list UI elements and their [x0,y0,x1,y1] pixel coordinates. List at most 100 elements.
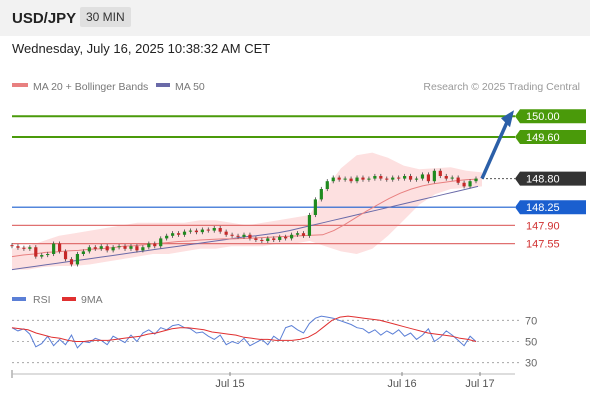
candle-body [46,254,50,256]
candle-body [248,234,252,239]
candle [99,244,103,251]
candle-body [420,174,425,179]
candle-body [319,189,323,200]
level-label-text: 149.60 [526,132,560,144]
candle-body [468,181,472,187]
candle [123,244,127,251]
candle [206,227,210,233]
candle-body [22,247,26,249]
candle-body [153,243,157,247]
candle [367,176,371,182]
ma20-legend-label: MA 20 + Bollinger Bands [33,81,148,93]
candle [34,245,38,259]
candle-body [99,246,103,249]
candle [165,233,169,241]
candle-body [266,238,270,241]
candle [289,232,294,241]
candle-body [182,231,187,235]
candle-body [81,251,85,254]
timeframe-badge[interactable]: 30 MIN [80,7,131,27]
candle-body [349,178,353,182]
candle [117,244,121,250]
level-label-150.00: 150.00 [515,109,586,124]
candle-body [28,247,32,249]
candle-body [123,246,127,249]
level-label-149.60: 149.60 [515,130,586,144]
candle-body [105,246,109,251]
candle-body [432,170,436,182]
candle [444,173,448,181]
candle-body [10,245,14,247]
candle [307,212,312,238]
candle-body [361,177,365,180]
candle-body [69,259,74,265]
candle [355,175,359,184]
level-label-bg [515,130,586,144]
candle [230,232,234,238]
candle [16,244,20,250]
forecast-arrow-head [501,110,514,128]
candle-body [93,247,97,249]
rsi-ma-legend-swatch [62,297,76,301]
chart-datetime: Wednesday, July 16, 2025 10:38:32 AM CET [12,41,271,56]
candle-body [325,181,329,189]
candle [87,245,91,254]
candle-body [16,246,20,248]
candle-body [188,230,193,232]
rsi-panel: 70 50 30 [11,315,537,370]
candle [212,225,216,233]
candle [182,229,187,237]
candle [63,249,68,262]
level-label-bg [515,171,586,186]
candle-body [129,246,133,249]
level-label-text: 147.55 [526,239,560,251]
candle [379,173,383,181]
candle-body [414,178,419,180]
candle [57,241,62,254]
candle [135,244,139,253]
level-label-bg [515,200,586,215]
candle-body [295,233,300,235]
rsi-line [11,315,477,349]
level-label-148.25: 148.25 [515,200,586,215]
bollinger-bands [12,152,482,270]
candle-body [385,178,389,180]
candle [408,173,413,182]
candle-body [75,254,80,265]
candle-body [52,243,56,254]
candle [319,186,323,202]
candle-body [301,233,306,236]
forecast-arrow [480,110,514,180]
candle-body [260,239,264,241]
x-tick-label: Jul 16 [387,378,416,390]
candle-body [254,238,258,240]
candle [420,172,425,181]
candle [313,197,317,218]
candle [373,173,377,181]
candle-body [165,235,169,239]
candle [438,168,442,179]
candle [75,251,80,267]
candle [69,257,74,267]
candle [456,175,460,185]
candle-body [289,234,294,239]
candle-body [373,176,377,179]
candle [397,175,401,181]
candle [200,227,204,235]
rsi-legend-swatch [12,297,26,301]
candle [105,244,109,253]
candle-body [456,177,460,183]
rsi-tick-label: 70 [525,315,537,327]
candle [10,243,14,249]
ma50-legend-label: MA 50 [175,81,205,93]
candle-body [474,178,478,182]
candle [147,241,151,250]
candle-body [171,233,175,236]
candle [325,179,329,192]
candle-body [212,228,216,231]
level-label-text: 148.25 [526,202,560,214]
candle [188,228,193,234]
candle [462,180,466,189]
level-label-text: 150.00 [526,111,560,123]
candle [81,249,85,257]
